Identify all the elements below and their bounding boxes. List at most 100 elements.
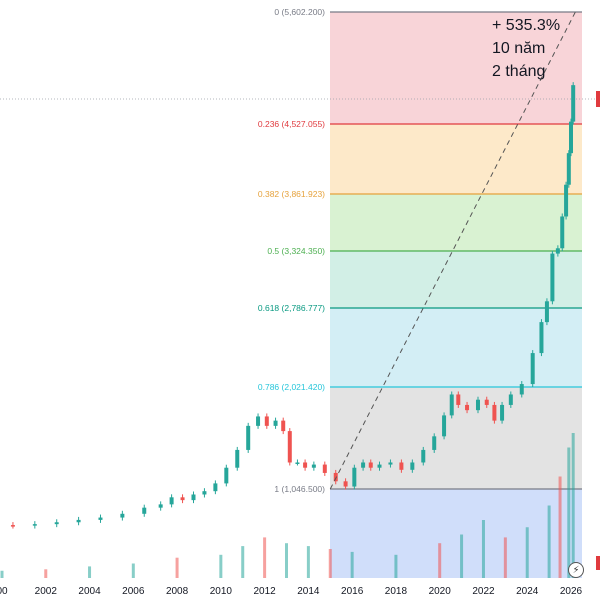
volume-bar (219, 554, 223, 578)
fib-band (330, 124, 582, 194)
volume-bar (285, 543, 288, 578)
price-candle (368, 462, 373, 468)
fib-band (330, 194, 582, 251)
price-candle (361, 462, 366, 468)
price-candle (475, 399, 480, 411)
price-candle (256, 416, 261, 426)
fib-band (330, 251, 582, 308)
right-edge-marker (596, 556, 600, 570)
volume-bar (328, 549, 332, 578)
x-tick-label: 2016 (341, 586, 364, 597)
fib-band (330, 308, 582, 387)
volume-bar (503, 537, 507, 578)
price-candle (539, 322, 544, 354)
price-candle (10, 525, 15, 527)
volume-bar (571, 433, 575, 578)
price-candle (120, 513, 125, 518)
price-candle (32, 524, 37, 526)
price-candle (287, 431, 292, 463)
price-candle (550, 253, 555, 302)
annotation-line-1: + 535.3% (492, 17, 560, 34)
x-tick-label: 2002 (35, 586, 58, 597)
price-candle (421, 449, 426, 463)
price-candle (169, 497, 174, 505)
volume-bar (558, 476, 562, 578)
fib-level-label: 0.5 (3,324.350) (267, 246, 325, 256)
volume-bar (350, 551, 354, 578)
price-candle (202, 491, 207, 495)
price-candle (191, 494, 196, 501)
price-candle (571, 85, 576, 122)
volume-bar (131, 563, 135, 578)
price-candle (508, 394, 513, 405)
volume-bar (44, 569, 48, 578)
volume-bar (547, 505, 551, 578)
lightning-icon[interactable]: ⚡ (568, 562, 584, 578)
price-candle (352, 467, 357, 487)
price-candle (555, 248, 560, 254)
price-candle (566, 153, 571, 185)
price-candle (544, 301, 549, 323)
fib-level-label: 0.618 (2,786.777) (258, 303, 325, 313)
price-candle (388, 462, 393, 465)
price-candle (449, 394, 454, 416)
price-candle (564, 184, 569, 217)
volume-bar (175, 557, 179, 578)
price-candle (465, 404, 470, 411)
volume-bar (438, 543, 442, 578)
volume-bar (460, 534, 464, 578)
volume-bar (88, 566, 92, 578)
volume-bar (481, 520, 485, 578)
price-candle (343, 481, 348, 487)
price-candle (264, 416, 269, 426)
volume-bar (0, 570, 4, 578)
price-candle (484, 399, 489, 405)
price-candle (519, 384, 524, 395)
fib-band (330, 12, 582, 124)
x-tick-label: 2010 (210, 586, 233, 597)
price-candle (530, 353, 535, 385)
x-tick-label: 00 (0, 586, 8, 597)
price-candle (273, 420, 278, 426)
price-candle (281, 420, 286, 432)
price-candle (456, 394, 461, 405)
x-tick-label: 2014 (297, 586, 320, 597)
price-candle (246, 425, 251, 450)
x-tick-label: 2026 (560, 586, 583, 597)
fib-band (330, 387, 582, 489)
price-candle (492, 404, 497, 421)
right-edge-marker (596, 91, 600, 107)
price-candle (311, 464, 316, 468)
price-candle (224, 467, 229, 484)
price-candle (500, 404, 505, 421)
price-candle (303, 462, 308, 468)
fibonacci-levels: 0 (5,602.200) 0.236 (4,527.055) 0.382 (3,8… (258, 7, 582, 494)
volume-bar (263, 537, 267, 578)
volume-bar (394, 554, 398, 578)
price-candle (333, 472, 338, 482)
x-tick-label: 2006 (122, 586, 145, 597)
price-candle (442, 415, 447, 437)
price-candle (180, 497, 185, 501)
x-tick-label: 2008 (166, 586, 189, 597)
price-candle (569, 121, 573, 154)
price-candle (235, 449, 240, 468)
x-tick-label: 2020 (429, 586, 452, 597)
price-candle (322, 464, 327, 473)
price-candle (295, 462, 300, 464)
price-candle (377, 464, 382, 468)
price-candle (142, 507, 147, 514)
price-candle (98, 517, 103, 520)
price-candle (158, 504, 163, 508)
price-bars (10, 82, 576, 529)
fib-level-label: 0.786 (2,021.420) (258, 382, 325, 392)
fib-band (330, 489, 582, 578)
price-candle (399, 462, 404, 470)
price-candle (410, 462, 415, 470)
volume-bars (0, 433, 575, 578)
annotation-line-3: 2 tháng (492, 63, 545, 80)
annotation-line-2: 10 năm (492, 40, 545, 57)
x-axis: 00 2002 2004 2006 2008 2010 2012 2014 2016 2018 20… (0, 586, 583, 597)
